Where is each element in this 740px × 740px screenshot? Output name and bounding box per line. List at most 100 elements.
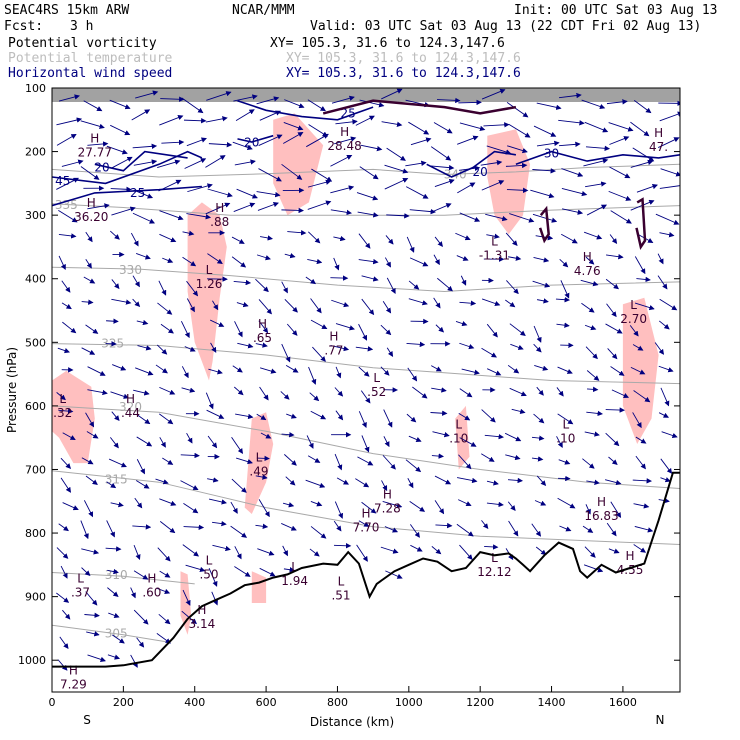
wind-arrow-256	[209, 319, 225, 327]
extremum-value-22: .50	[199, 567, 218, 581]
wind-arrow-465	[434, 500, 445, 515]
wind-arrow-273	[629, 325, 639, 337]
wind-arrow-349	[660, 387, 670, 407]
wind-arrow-489	[409, 524, 420, 538]
wind-arrow-451	[83, 500, 94, 518]
wind-arrow-371	[586, 410, 603, 417]
wind-arrow-67	[486, 145, 512, 155]
wind-arrow-38	[381, 121, 403, 128]
extremum-value-7: .32	[53, 406, 72, 420]
wind-arrow-358	[256, 413, 267, 421]
wind-arrow-161	[333, 235, 346, 242]
y-axis-label: Pressure (hPa)	[5, 347, 19, 433]
wind-arrow-34	[283, 122, 304, 131]
wind-arrow-404	[162, 457, 174, 465]
wind-arrow-74	[658, 137, 680, 148]
wind-arrow-527	[185, 564, 206, 573]
wind-arrow-390	[432, 431, 450, 438]
wind-arrow-529	[234, 566, 251, 577]
wind-arrow-369	[533, 413, 545, 424]
wind-arrow-359	[286, 413, 297, 419]
wind-arrow-513	[410, 544, 423, 552]
wind-arrow-203	[132, 275, 140, 288]
wind-arrow-502	[133, 544, 141, 561]
wind-arrow-436	[336, 477, 349, 485]
wind-arrow-13	[381, 88, 403, 100]
wind-arrow-521	[633, 544, 647, 553]
wind-arrow-419	[531, 456, 544, 462]
wind-arrow-234	[284, 299, 298, 313]
extremum-value-2: .88	[210, 215, 229, 229]
wind-arrow-328	[133, 389, 150, 396]
wind-arrow-79	[157, 159, 181, 169]
wind-arrow-209	[281, 281, 288, 294]
wind-arrow-287	[355, 346, 374, 352]
wind-arrow-493	[508, 520, 519, 537]
wind-arrow-515	[459, 544, 473, 560]
wind-arrow-308	[259, 367, 277, 374]
wind-arrow-136	[330, 209, 352, 216]
wind-arrow-397	[605, 432, 620, 447]
wind-arrow-412	[357, 456, 374, 466]
wind-arrow-236	[331, 299, 350, 308]
wind-arrow-450	[62, 502, 79, 511]
wind-contour-label-1: 25	[130, 186, 145, 200]
wind-arrow-49	[659, 111, 680, 122]
wind-contour-0	[52, 150, 203, 185]
wind-arrow-117	[481, 180, 505, 191]
wind-arrow-307	[232, 365, 243, 373]
theta-contour-335	[52, 203, 680, 216]
wind-arrow-439	[407, 478, 414, 489]
wind-arrow-191	[456, 255, 469, 261]
wind-arrow-463	[382, 500, 403, 509]
wind-arrow-466	[458, 499, 472, 507]
wind-arrow-190	[433, 254, 440, 266]
wind-arrow-32	[235, 109, 255, 122]
wind-arrow-475	[58, 523, 69, 532]
wind-arrow-57	[232, 141, 253, 151]
wind-arrow-512	[380, 546, 399, 554]
wind-arrow-423	[635, 455, 646, 470]
wind-arrow-176	[85, 258, 92, 269]
theta-label-4: 320	[119, 400, 142, 414]
wind-arrow-417	[481, 453, 495, 462]
extremum-value-19: 47.	[649, 140, 668, 154]
wind-arrow-293	[510, 343, 524, 350]
wind-arrow-54	[161, 139, 185, 146]
wind-arrow-260	[310, 319, 328, 330]
wind-arrow-16	[458, 99, 482, 106]
wind-arrow-410	[307, 455, 321, 463]
wind-arrow-552	[57, 659, 68, 671]
wind-arrow-268	[509, 323, 526, 336]
wind-arrow-415	[431, 453, 444, 459]
wind-arrow-299	[654, 342, 665, 355]
wind-arrow-83	[258, 168, 282, 182]
wind-arrow-132	[233, 202, 256, 213]
wind-arrow-458	[258, 499, 270, 518]
wind-arrow-232	[236, 302, 249, 308]
wind-arrow-468	[507, 501, 516, 512]
extremum-type-19: H	[654, 126, 663, 140]
wind-arrow-231	[212, 300, 219, 311]
wind-arrow-81	[205, 155, 226, 168]
wind-arrow-393	[504, 432, 522, 442]
wind-arrow-116	[457, 182, 476, 194]
wind-arrow-11	[331, 95, 355, 104]
wind-arrow-241	[459, 300, 477, 306]
wind-arrow-165	[434, 236, 443, 248]
pv-region-3	[273, 113, 324, 216]
x-tick-label-6: 1200	[466, 696, 494, 709]
wind-contour-1	[52, 185, 202, 207]
wind-arrow-278	[137, 345, 152, 351]
extremum-type-25: H	[197, 603, 206, 617]
extremum-value-18: 2.70	[620, 312, 647, 326]
extremum-value-21: 1.94	[281, 574, 308, 588]
extremum-type-17: H	[583, 250, 592, 264]
wind-arrow-344	[536, 386, 544, 396]
wind-arrow-486	[333, 520, 342, 532]
extremum-type-24: H	[147, 571, 156, 585]
wind-contour-3	[515, 150, 680, 166]
wind-arrow-59	[283, 132, 304, 144]
wind-arrow-182	[231, 256, 247, 268]
wind-arrow-9	[284, 99, 305, 109]
